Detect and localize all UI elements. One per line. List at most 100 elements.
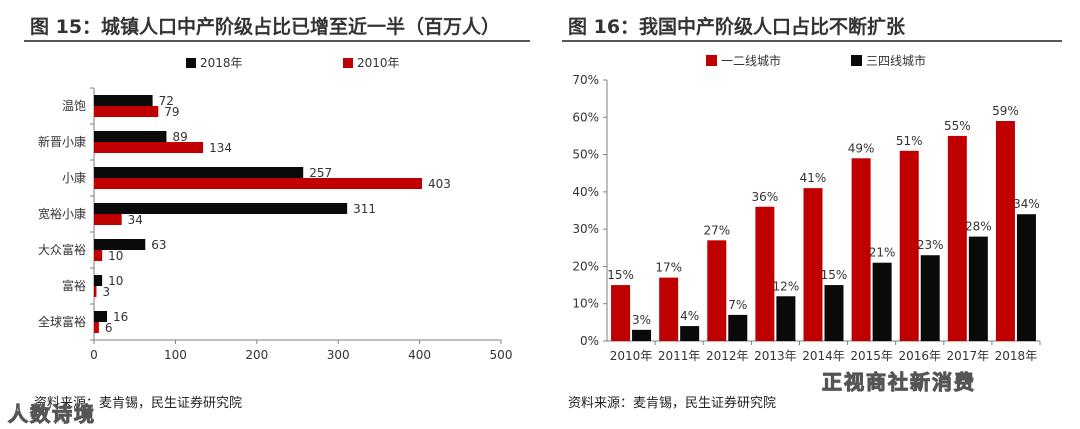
x-tick-label: 200 xyxy=(245,348,268,362)
right-watermark: 正视商社新消费 xyxy=(822,370,976,395)
data-label: 10 xyxy=(108,274,123,288)
bar-2018 xyxy=(94,203,348,214)
right-panel: 图 16：我国中产阶级人口占比不断扩张 一二线城市 三四线城市 0% 10% 20% 30… xyxy=(540,0,1080,429)
bar-tier1-2 xyxy=(947,135,967,341)
x-tick-label: 400 xyxy=(408,348,431,362)
data-label: 89 xyxy=(172,130,187,144)
x-tick-label: 500 xyxy=(490,348,513,362)
y-category-label: 宽裕小康 xyxy=(38,206,86,221)
data-label: 55% xyxy=(944,119,971,133)
data-label: 6 xyxy=(105,321,113,335)
data-label: 15% xyxy=(821,268,848,282)
y-tick-label: 60% xyxy=(572,110,599,124)
x-category-label: 2010年 xyxy=(610,349,653,363)
data-label: 36% xyxy=(752,190,779,204)
y-tick-label: 0% xyxy=(580,334,599,348)
data-label: 12% xyxy=(773,279,800,293)
data-label: 34% xyxy=(1013,197,1040,211)
bar-tier3-4 xyxy=(680,326,700,341)
bar-2018 xyxy=(94,95,153,106)
legend-label-0: 一二线城市 xyxy=(721,53,781,68)
bar-tier3-4 xyxy=(920,255,940,341)
bar-tier3-4 xyxy=(872,262,892,341)
data-label: 23% xyxy=(917,238,944,252)
bar-tier1-2 xyxy=(995,121,1015,341)
y-tick-label: 20% xyxy=(572,259,599,273)
x-category-label: 2013年 xyxy=(754,349,797,363)
data-label: 34 xyxy=(128,213,143,227)
x-tick-label: 0 xyxy=(90,348,98,362)
bar-2018 xyxy=(94,275,103,286)
bar-2018 xyxy=(94,311,108,322)
left-title-rule xyxy=(24,40,530,42)
x-category-label: 2011年 xyxy=(658,349,701,363)
y-category-label: 大众富裕 xyxy=(38,242,86,257)
y-category-label: 小康 xyxy=(62,170,86,185)
left-source-note: 资料来源：麦肯锡，民生证券研究院 xyxy=(34,396,243,411)
bar-tier1-2 xyxy=(707,240,727,341)
data-label: 403 xyxy=(428,177,451,191)
bar-2010 xyxy=(94,250,103,261)
y-tick-label: 10% xyxy=(572,297,599,311)
data-label: 41% xyxy=(800,171,827,185)
x-category-label: 2012年 xyxy=(706,349,749,363)
left-watermark: 人数诗境 xyxy=(8,402,96,427)
data-label: 21% xyxy=(869,246,896,260)
x-tick-label: 100 xyxy=(164,348,187,362)
x-category-label: 2017年 xyxy=(947,349,990,363)
legend-label-0: 2018年 xyxy=(200,56,243,70)
bar-tier3-4 xyxy=(728,314,748,341)
right-bar-chart: 一二线城市 三四线城市 0% 10% 20% 30% 40% 50% 60% 70% 2010年 15… xyxy=(572,53,1041,363)
bar-tier1-2 xyxy=(803,188,823,341)
bar-tier1-2 xyxy=(611,285,631,341)
legend-swatch-1 xyxy=(851,55,862,66)
data-label: 17% xyxy=(655,261,682,275)
x-category-label: 2016年 xyxy=(898,349,941,363)
data-label: 257 xyxy=(309,166,332,180)
bar-tier1-2 xyxy=(851,158,871,341)
y-tick-label: 30% xyxy=(572,222,599,236)
bar-tier1-2 xyxy=(755,206,775,341)
bar-tier3-4 xyxy=(632,329,652,341)
bar-2018 xyxy=(94,131,167,142)
right-source-note: 资料来源：麦肯锡，民生证券研究院 xyxy=(568,396,777,411)
data-label: 16 xyxy=(113,310,128,324)
data-label: 51% xyxy=(896,134,923,148)
data-label: 72 xyxy=(159,94,174,108)
data-label: 79 xyxy=(164,105,179,119)
data-label: 59% xyxy=(992,104,1019,118)
bar-2010 xyxy=(94,322,99,333)
data-label: 49% xyxy=(848,141,875,155)
data-label: 63 xyxy=(151,238,166,252)
bar-tier3-4 xyxy=(968,236,988,341)
bar-tier3-4 xyxy=(776,296,796,341)
bar-2010 xyxy=(94,286,97,297)
x-category-label: 2015年 xyxy=(850,349,893,363)
data-label: 311 xyxy=(353,202,376,216)
bar-tier3-4 xyxy=(1016,214,1036,341)
bar-2010 xyxy=(94,106,159,117)
legend-swatch-0 xyxy=(186,58,196,68)
left-panel: 图 15：城镇人口中产阶级占比已增至近一半（百万人） 2018年 2010年 0 10… xyxy=(8,16,530,427)
data-label: 28% xyxy=(965,220,992,234)
legend-label-1: 2010年 xyxy=(357,56,400,70)
data-label: 4% xyxy=(680,309,699,323)
y-category-label: 富裕 xyxy=(62,278,86,293)
data-label: 10 xyxy=(108,249,123,263)
bar-tier3-4 xyxy=(824,285,844,341)
x-category-label: 2018年 xyxy=(995,349,1038,363)
y-tick-label: 70% xyxy=(572,73,599,87)
y-category-label: 温饱 xyxy=(62,98,86,113)
data-label: 27% xyxy=(703,223,730,237)
legend-swatch-0 xyxy=(706,55,717,66)
bar-2010 xyxy=(94,214,122,225)
legend-swatch-1 xyxy=(343,58,353,68)
y-category-label: 新晋小康 xyxy=(38,134,86,149)
data-label: 3 xyxy=(102,285,110,299)
bar-2010 xyxy=(94,142,204,153)
legend-label-1: 三四线城市 xyxy=(866,53,926,68)
y-category-label: 全球富裕 xyxy=(38,314,86,329)
bar-2018 xyxy=(94,167,304,178)
bar-2010 xyxy=(94,178,423,189)
